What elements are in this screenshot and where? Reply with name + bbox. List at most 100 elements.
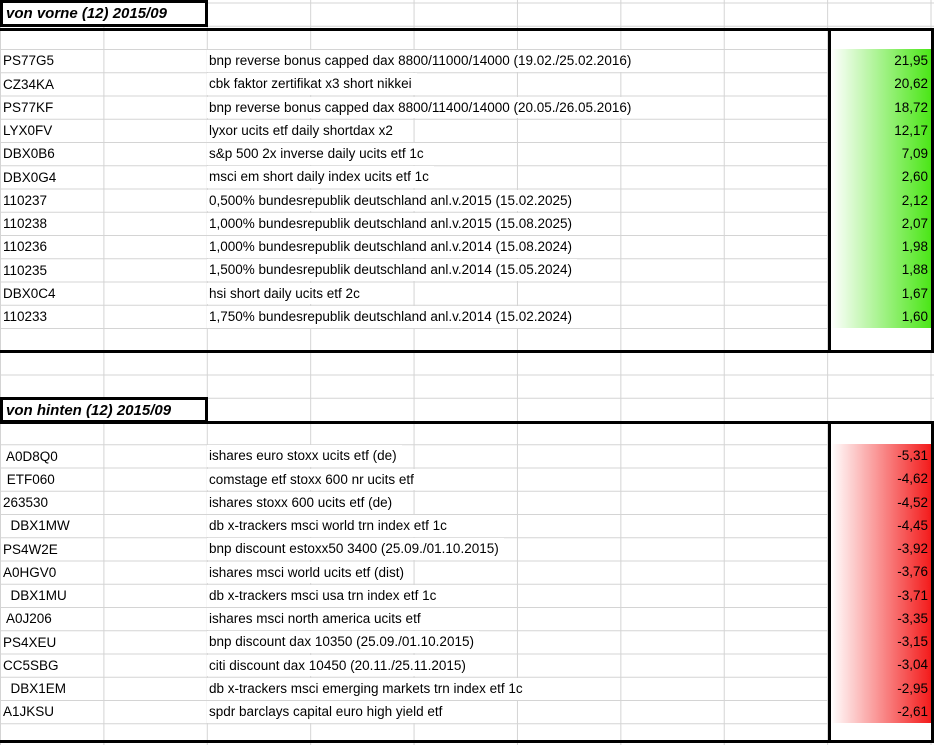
- security-code-cell[interactable]: A0D8Q0: [3, 448, 58, 464]
- security-code-cell[interactable]: DBX0B6: [3, 146, 55, 162]
- table-row[interactable]: DBX0G4 msci em short daily index ucits et…: [0, 166, 828, 188]
- security-description-cell[interactable]: 1,000% bundesrepublik deutschland anl.v.…: [207, 212, 578, 235]
- table-row[interactable]: 110236 1,000% bundesrepublik deutschland …: [0, 236, 828, 258]
- performance-value-cell[interactable]: 18,72: [894, 99, 928, 115]
- table-row[interactable]: DBX0C4 hsi short daily ucits etf 2c: [0, 282, 828, 305]
- table-row[interactable]: CZ34KA cbk faktor zertifikat x3 short nik…: [0, 73, 828, 95]
- security-description-cell[interactable]: ishares euro stoxx ucits etf (de): [207, 445, 402, 467]
- table-row[interactable]: LYX0FV lyxor ucits etf daily shortdax x2: [0, 119, 828, 142]
- security-description-cell[interactable]: ishares msci north america ucits etf: [207, 608, 426, 630]
- performance-value-cell[interactable]: 1,98: [901, 239, 928, 255]
- performance-value-cell[interactable]: -3,35: [897, 610, 928, 626]
- performance-value-cell[interactable]: -3,15: [897, 634, 928, 650]
- table-row[interactable]: ETF060 comstage etf stoxx 600 nr ucits et…: [0, 468, 828, 491]
- table-row[interactable]: A0D8Q0 ishares euro stoxx ucits etf (de): [0, 445, 828, 467]
- security-code-cell[interactable]: ETF060: [3, 471, 55, 487]
- performance-value-cell[interactable]: 1,60: [901, 308, 928, 324]
- performance-value-cell[interactable]: -2,95: [897, 680, 928, 696]
- table-title-von-hinten[interactable]: von hinten (12) 2015/09: [0, 397, 208, 423]
- table-row[interactable]: 110238 1,000% bundesrepublik deutschland …: [0, 212, 828, 235]
- security-code-cell[interactable]: 110238: [3, 216, 48, 232]
- security-code-cell[interactable]: 110236: [3, 239, 48, 255]
- table-row[interactable]: DBX1MW db x-trackers msci world trn index…: [0, 515, 828, 537]
- security-code-cell[interactable]: CZ34KA: [3, 76, 55, 92]
- security-code-cell[interactable]: DBX1MU: [3, 588, 67, 604]
- table-row[interactable]: DBX1MU db x-trackers msci usa trn index e…: [0, 584, 828, 607]
- security-description-cell[interactable]: lyxor ucits etf daily shortdax x2: [207, 119, 398, 142]
- security-description-cell[interactable]: bnp discount dax 10350 (25.09./01.10.201…: [207, 631, 479, 653]
- security-description-cell[interactable]: bnp discount estoxx50 3400 (25.09./01.10…: [207, 538, 504, 560]
- table-row[interactable]: PS77G5 bnp reverse bonus capped dax 8800/…: [0, 50, 828, 72]
- security-code-cell[interactable]: A0HGV0: [3, 564, 57, 580]
- security-code-cell[interactable]: 263530: [3, 495, 49, 511]
- security-description-cell[interactable]: ishares msci world ucits etf (dist): [207, 561, 410, 584]
- security-description-cell[interactable]: spdr barclays capital euro high yield et…: [207, 701, 448, 723]
- security-description-cell[interactable]: s&p 500 2x inverse daily ucits etf 1c: [207, 143, 429, 165]
- table-row[interactable]: PS4XEU bnp discount dax 10350 (25.09./01.…: [0, 631, 828, 653]
- performance-value-cell[interactable]: 2,60: [901, 169, 928, 185]
- table-row[interactable]: DBX1EM db x-trackers msci emerging market…: [0, 677, 828, 700]
- performance-value-cell[interactable]: -4,45: [897, 517, 928, 533]
- performance-value-cell[interactable]: -3,04: [897, 657, 928, 673]
- security-description-cell[interactable]: ishares stoxx 600 ucits etf (de): [207, 491, 398, 514]
- performance-value-cell[interactable]: -4,52: [897, 494, 928, 510]
- security-description-cell[interactable]: db x-trackers msci usa trn index etf 1c: [207, 584, 442, 607]
- table-row[interactable]: PS77KF bnp reverse bonus capped dax 8800/…: [0, 96, 828, 119]
- table-row[interactable]: A1JKSU spdr barclays capital euro high yi…: [0, 701, 828, 723]
- table-row[interactable]: 110237 0,500% bundesrepublik deutschland …: [0, 189, 828, 212]
- performance-value-cell[interactable]: 21,95: [894, 53, 928, 69]
- security-description-cell[interactable]: cbk faktor zertifikat x3 short nikkei: [207, 73, 417, 95]
- performance-value-cell[interactable]: -2,61: [897, 703, 928, 719]
- security-description-cell[interactable]: 1,750% bundesrepublik deutschland anl.v.…: [207, 305, 578, 328]
- table-row[interactable]: A0J206 ishares msci north america ucits e…: [0, 608, 828, 630]
- table-row[interactable]: DBX0B6 s&p 500 2x inverse daily ucits etf…: [0, 143, 828, 165]
- security-description-cell[interactable]: msci em short daily index ucits etf 1c: [207, 166, 434, 188]
- performance-value-cell[interactable]: 1,67: [901, 285, 928, 301]
- table-row[interactable]: CC5SBG citi discount dax 10450 (20.11./25…: [0, 654, 828, 677]
- table-row[interactable]: A0HGV0 ishares msci world ucits etf (dist…: [0, 561, 828, 584]
- security-code-cell[interactable]: LYX0FV: [3, 123, 53, 139]
- security-code-cell[interactable]: 110235: [3, 262, 48, 278]
- table-row[interactable]: 110233 1,750% bundesrepublik deutschland …: [0, 305, 828, 328]
- security-description-cell[interactable]: bnp reverse bonus capped dax 8800/11400/…: [207, 96, 637, 119]
- table-row[interactable]: 110235 1,500% bundesrepublik deutschland …: [0, 259, 828, 281]
- performance-value-cell[interactable]: 1,88: [901, 262, 928, 278]
- performance-value-cell[interactable]: -3,71: [897, 587, 928, 603]
- security-code-cell[interactable]: 110233: [3, 309, 48, 325]
- security-description-cell[interactable]: 1,500% bundesrepublik deutschland anl.v.…: [207, 259, 578, 281]
- security-code-cell[interactable]: CC5SBG: [3, 657, 59, 673]
- performance-value-cell[interactable]: -5,31: [897, 448, 928, 464]
- security-code-cell[interactable]: PS4XEU: [3, 634, 57, 650]
- security-description-cell[interactable]: 1,000% bundesrepublik deutschland anl.v.…: [207, 236, 578, 258]
- performance-value-cell[interactable]: 2,07: [901, 215, 928, 231]
- security-code-cell[interactable]: PS77G5: [3, 53, 55, 69]
- security-code-cell[interactable]: 110237: [3, 192, 48, 208]
- security-code-cell[interactable]: PS4W2E: [3, 541, 58, 557]
- security-description-cell[interactable]: 0,500% bundesrepublik deutschland anl.v.…: [207, 189, 578, 212]
- security-description-cell[interactable]: comstage etf stoxx 600 nr ucits etf: [207, 468, 419, 491]
- performance-value-cell[interactable]: 12,17: [894, 122, 928, 138]
- security-description-cell[interactable]: hsi short daily ucits etf 2c: [207, 282, 365, 305]
- table-title-von-vorne[interactable]: von vorne (12) 2015/09: [0, 0, 208, 27]
- security-code-cell[interactable]: A0J206: [3, 611, 52, 627]
- performance-value-cell[interactable]: -3,92: [897, 541, 928, 557]
- performance-value-cell[interactable]: 20,62: [894, 76, 928, 92]
- security-code-cell[interactable]: A1JKSU: [3, 704, 55, 720]
- security-code-cell[interactable]: PS77KF: [3, 99, 54, 115]
- security-code-cell[interactable]: DBX0C4: [3, 285, 56, 301]
- table2-top-border: [0, 421, 934, 424]
- table-title-label: von hinten (12) 2015/09: [6, 401, 172, 419]
- performance-value-cell[interactable]: -3,76: [897, 564, 928, 580]
- performance-value-cell[interactable]: -4,62: [897, 471, 928, 487]
- security-code-cell[interactable]: DBX0G4: [3, 169, 57, 185]
- security-code-cell[interactable]: DBX1MW: [3, 518, 70, 534]
- performance-value-cell[interactable]: 2,12: [901, 192, 928, 208]
- table-row[interactable]: PS4W2E bnp discount estoxx50 3400 (25.09.…: [0, 538, 828, 560]
- security-description-cell[interactable]: db x-trackers msci emerging markets trn …: [207, 677, 528, 700]
- security-description-cell[interactable]: citi discount dax 10450 (20.11./25.11.20…: [207, 654, 471, 677]
- performance-value-cell[interactable]: 7,09: [901, 146, 928, 162]
- security-description-cell[interactable]: db x-trackers msci world trn index etf 1…: [207, 515, 452, 537]
- table-row[interactable]: 263530 ishares stoxx 600 ucits etf (de): [0, 491, 828, 514]
- security-code-cell[interactable]: DBX1EM: [3, 681, 67, 697]
- security-description-cell[interactable]: bnp reverse bonus capped dax 8800/11000/…: [207, 50, 637, 72]
